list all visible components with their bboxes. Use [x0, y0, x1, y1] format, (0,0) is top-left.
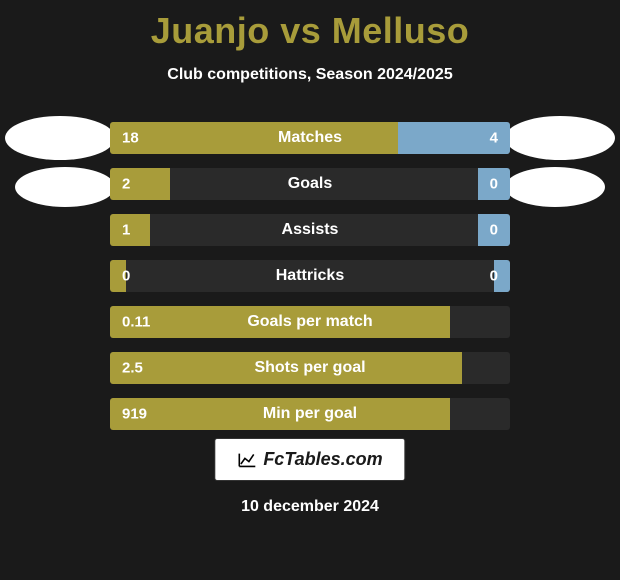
footer-date: 10 december 2024 — [0, 498, 620, 516]
stat-value-left: 1 — [122, 222, 130, 239]
stat-fill-left — [110, 306, 450, 338]
stat-value-left: 0 — [122, 268, 130, 285]
stat-value-left: 2.5 — [122, 360, 143, 377]
stat-row: 184Matches — [110, 122, 510, 154]
stat-row: 0.11Goals per match — [110, 306, 510, 338]
stat-row: 919Min per goal — [110, 398, 510, 430]
stat-value-right: 0 — [490, 268, 498, 285]
stat-row: 0 0Hattricks — [110, 260, 510, 292]
player1-club-badge — [15, 167, 115, 207]
stat-value-right: 4 — [490, 130, 498, 147]
stat-label: Assists — [110, 221, 510, 239]
stat-value-left: 0.11 — [122, 314, 150, 331]
vs-separator: vs — [280, 10, 321, 51]
stat-value-left: 18 — [122, 130, 139, 147]
stat-value-left: 919 — [122, 406, 147, 423]
stat-fill-left — [110, 352, 462, 384]
player2-club-badge — [505, 167, 605, 207]
chart-icon — [237, 452, 257, 468]
stat-value-right: 0 — [490, 176, 498, 193]
source-badge[interactable]: FcTables.com — [214, 438, 405, 481]
stat-row: 2 0Goals — [110, 168, 510, 200]
player2-avatar — [505, 116, 615, 160]
player1-name: Juanjo — [151, 10, 270, 51]
stat-fill-left — [110, 168, 170, 200]
source-badge-text: FcTables.com — [263, 449, 382, 470]
stat-fill-left — [110, 398, 450, 430]
stat-row: 2.5Shots per goal — [110, 352, 510, 384]
player2-name: Melluso — [332, 10, 470, 51]
player1-avatar — [5, 116, 115, 160]
stat-label: Goals — [110, 175, 510, 193]
stat-value-left: 2 — [122, 176, 130, 193]
stat-label: Hattricks — [110, 267, 510, 285]
stat-row: 1 0Assists — [110, 214, 510, 246]
stat-value-right: 0 — [490, 222, 498, 239]
stats-rows: 184Matches20Goals10Assists00Hattricks0.1… — [110, 122, 510, 444]
subtitle: Club competitions, Season 2024/2025 — [0, 66, 620, 84]
stat-fill-left — [110, 122, 398, 154]
comparison-title: Juanjo vs Melluso — [0, 0, 620, 52]
